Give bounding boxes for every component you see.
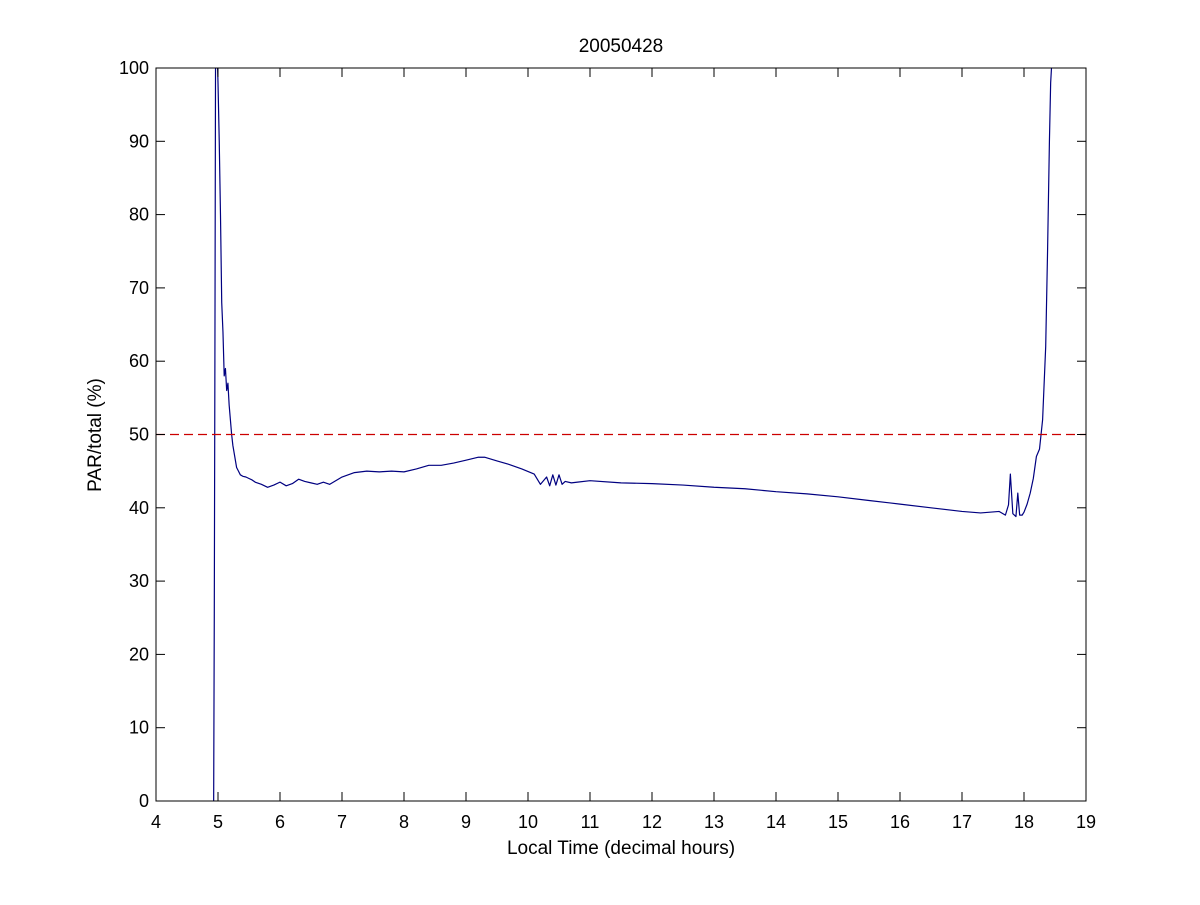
x-tick-label: 5 <box>213 812 223 832</box>
x-tick-label: 19 <box>1076 812 1096 832</box>
plot-frame <box>155 67 1087 802</box>
x-tick-label: 11 <box>581 812 600 832</box>
chart-title: 20050428 <box>579 36 664 57</box>
y-tick-label: 20 <box>129 644 149 664</box>
x-tick-label: 17 <box>952 812 972 832</box>
x-tick-label: 14 <box>766 812 786 832</box>
x-tick-label: 15 <box>828 812 848 832</box>
x-tick-label: 16 <box>890 812 910 832</box>
y-tick-label: 50 <box>129 425 149 445</box>
y-tick-label: 80 <box>129 205 149 225</box>
x-tick-label: 9 <box>461 812 471 832</box>
x-axis-title: Local Time (decimal hours) <box>507 838 735 859</box>
series-layer <box>156 68 1086 801</box>
x-tick-label: 4 <box>151 812 161 832</box>
x-tick-label: 10 <box>518 812 538 832</box>
y-tick-label: 40 <box>129 498 149 518</box>
x-tick-label: 18 <box>1014 812 1034 832</box>
y-tick-label: 70 <box>129 278 149 298</box>
y-tick-label: 60 <box>129 351 149 371</box>
x-tick-label: 13 <box>704 812 724 832</box>
axes-layer: 4 5 6 7 8 9 10 11 12 13 14 15 16 17 18 19 0 10 20 30 40 50 60 7… <box>119 58 1096 832</box>
x-tick-label: 8 <box>399 812 409 832</box>
y-tick-label: 90 <box>129 131 149 151</box>
y-tick-label: 30 <box>129 571 149 591</box>
x-tick-label: 12 <box>642 812 662 832</box>
x-tick-label: 6 <box>275 812 285 832</box>
y-tick-label: 100 <box>119 58 149 78</box>
y-axis-title: PAR/total (%) <box>85 378 106 492</box>
par-ratio-line <box>213 68 1053 801</box>
x-tick-label: 7 <box>337 812 347 832</box>
y-tick-label: 0 <box>139 791 149 811</box>
y-tick-label: 10 <box>129 718 149 738</box>
